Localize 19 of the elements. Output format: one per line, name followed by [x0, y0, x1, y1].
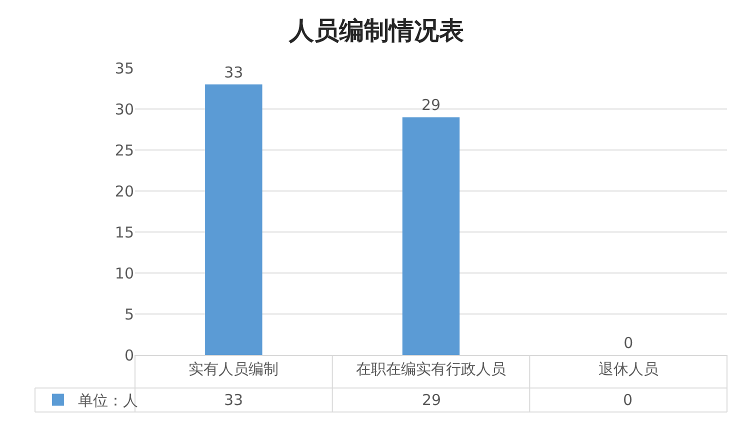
y-tick-label: 5: [124, 305, 134, 324]
text: 29: [422, 391, 442, 409]
x-tick-label: 退休人员: [598, 360, 658, 378]
text: 33: [224, 391, 244, 409]
y-tick-label: 35: [114, 59, 134, 78]
data-label: 33: [224, 63, 244, 82]
y-tick-label: 20: [114, 182, 134, 200]
y-tick-label: 25: [114, 141, 134, 160]
text: 0: [623, 391, 633, 409]
legend-label: 单位：人: [78, 392, 138, 410]
x-tick-label: 实有人员编制: [188, 360, 279, 378]
data-label: 29: [421, 96, 441, 114]
y-tick-label: 30: [114, 100, 134, 118]
y-tick-label: 10: [114, 264, 134, 282]
chart-title: 人员编制情况表: [288, 16, 464, 45]
y-tick-label: 15: [114, 223, 134, 242]
data-label: 0: [624, 334, 634, 352]
y-tick-label: 0: [124, 346, 134, 364]
x-tick-label: 在职在编实有行政人员: [356, 360, 506, 378]
